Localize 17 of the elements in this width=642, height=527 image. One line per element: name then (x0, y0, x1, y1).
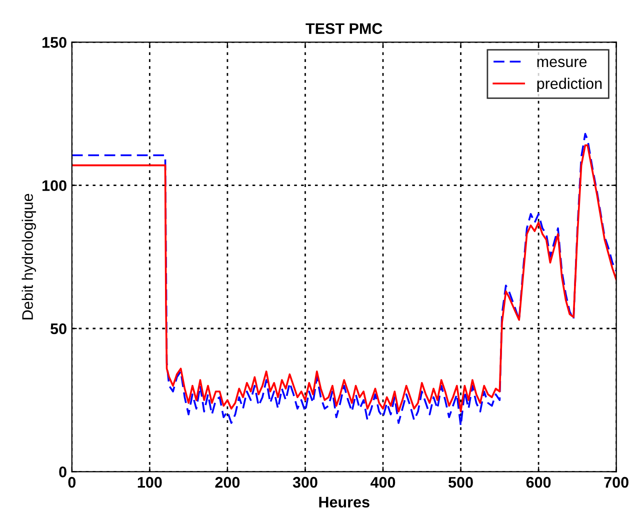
y-axis-title: Debit hydrologique (22, 194, 36, 320)
y-tick-label: 50 (50, 323, 66, 334)
x-tick-label: 0 (68, 476, 76, 488)
x-tick-label: 400 (370, 476, 396, 488)
legend-label: prediction (537, 78, 602, 92)
legend-label: mesure (537, 58, 587, 68)
chart-title: TEST PMC (306, 23, 382, 34)
y-tick-label: 150 (42, 37, 66, 48)
x-tick-label: 500 (448, 476, 473, 488)
x-tick-label: 600 (526, 476, 551, 488)
x-tick-label: 700 (604, 476, 628, 488)
y-tick-label: 100 (42, 180, 66, 192)
x-axis-title: Heures (319, 496, 370, 508)
x-tick-label: 300 (292, 476, 318, 488)
y-tick-label: 0 (59, 466, 66, 478)
x-tick-label: 100 (138, 476, 162, 488)
x-tick-label: 200 (215, 476, 240, 488)
